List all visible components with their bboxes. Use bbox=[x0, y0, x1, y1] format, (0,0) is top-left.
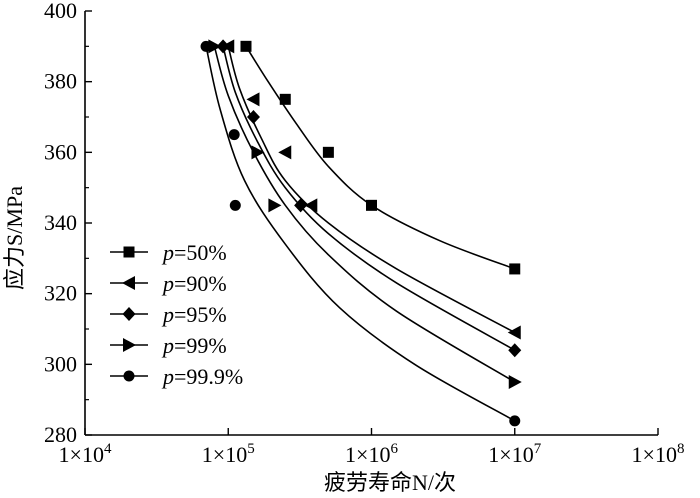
x-tick-label: 1×105 bbox=[202, 441, 255, 467]
curve-p-50 bbox=[245, 45, 516, 270]
point-p-99-9 bbox=[509, 415, 521, 427]
point-p-99 bbox=[208, 39, 222, 54]
fitted-curves bbox=[205, 45, 516, 422]
point-p-99 bbox=[251, 145, 265, 160]
point-p-99-9 bbox=[228, 129, 240, 141]
point-p-95 bbox=[508, 343, 522, 358]
point-p-90 bbox=[246, 92, 260, 107]
point-p-99 bbox=[508, 375, 522, 389]
point-p-99-9 bbox=[229, 199, 241, 211]
point-p-90 bbox=[278, 145, 292, 160]
point-p-95 bbox=[246, 110, 260, 124]
y-tick-label: 320 bbox=[44, 281, 77, 306]
legend-label: p=99.9% bbox=[161, 364, 243, 389]
legend-marker bbox=[123, 370, 135, 382]
y-tick-label: 300 bbox=[44, 351, 77, 376]
point-p-95 bbox=[294, 198, 308, 213]
legend-marker bbox=[122, 276, 135, 290]
legend: p=50% p=90% p=95% p=99% p=99.9% bbox=[110, 240, 243, 389]
curve-p-90 bbox=[227, 46, 516, 334]
point-p-50 bbox=[279, 93, 291, 105]
y-axis-title: 应力S/MPa bbox=[2, 186, 27, 290]
x-tick-label: 1×106 bbox=[345, 441, 398, 467]
point-p-99 bbox=[268, 198, 282, 213]
y-tick-label: 340 bbox=[44, 210, 77, 235]
legend-label: p=99% bbox=[161, 333, 227, 358]
curve-p-99-9 bbox=[205, 46, 516, 422]
x-axis-title: 疲劳寿命N/次 bbox=[324, 470, 456, 495]
legend-marker bbox=[122, 307, 136, 321]
legend-label: p=90% bbox=[161, 271, 227, 296]
x-tick-label: 1×107 bbox=[488, 441, 541, 467]
point-p-50 bbox=[322, 146, 334, 158]
point-p-95 bbox=[216, 39, 230, 54]
legend-marker bbox=[123, 338, 136, 352]
legend-label: p=95% bbox=[161, 302, 227, 327]
data-points bbox=[200, 39, 522, 427]
point-p-90 bbox=[507, 325, 521, 340]
point-p-99-9 bbox=[200, 40, 212, 52]
point-p-90 bbox=[304, 198, 318, 213]
y-tick-label: 380 bbox=[44, 69, 77, 94]
point-p-50 bbox=[366, 199, 377, 211]
x-tick-label: 1×108 bbox=[632, 441, 685, 467]
point-p-50 bbox=[240, 40, 252, 52]
legend-marker bbox=[123, 246, 135, 258]
curve-p-95 bbox=[222, 46, 516, 351]
legend-label: p=50% bbox=[161, 240, 227, 265]
point-p-50 bbox=[509, 263, 521, 275]
x-tick-label: 1×104 bbox=[59, 441, 112, 467]
curve-p-99 bbox=[213, 46, 516, 383]
y-tick-label: 280 bbox=[44, 422, 77, 447]
axes: 280 300 320 340 360 380 400 1×104 1×105 1×106 1×10… bbox=[44, 0, 684, 467]
y-tick-label: 400 bbox=[44, 0, 77, 23]
y-tick-label: 360 bbox=[44, 139, 77, 164]
